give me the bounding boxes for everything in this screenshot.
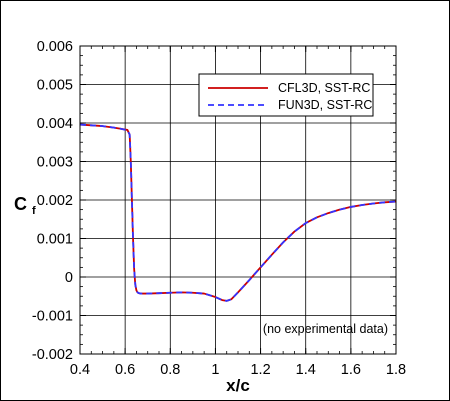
- y-tick-label: 0.003: [37, 155, 73, 171]
- y-axis-label: C f: [14, 194, 36, 217]
- y-tick-label: 0.005: [37, 78, 73, 94]
- x-tick-label: 0.8: [160, 362, 180, 378]
- x-tick-label: 1.8: [386, 362, 406, 378]
- legend: CFL3D, SST-RC FUN3D, SST-RC: [198, 73, 374, 117]
- x-tick-label: 1: [211, 362, 219, 378]
- legend-label-fun3d: FUN3D, SST-RC: [278, 98, 372, 112]
- x-tick-label: 1.4: [296, 362, 316, 378]
- y-tick-label: -0.002: [32, 347, 73, 363]
- data-series: [79, 123, 397, 302]
- y-tick-label: 0: [65, 270, 73, 286]
- x-tick-label: 0.4: [70, 362, 90, 378]
- series-line-fun3d: [79, 123, 397, 302]
- axis-ticks: [79, 45, 397, 355]
- tick-labels: 0.4 0.6 0.8 1 1.2 1.4 1.6 1.8 -0.002 -0.001 0 0.001…: [32, 39, 406, 378]
- y-axis-label-main: C: [14, 194, 27, 214]
- annotation-no-experimental-data: (no experimental data): [263, 322, 388, 336]
- y-tick-label: 0.006: [37, 39, 73, 55]
- y-tick-label: 0.004: [37, 116, 73, 132]
- x-tick-label: 0.6: [115, 362, 135, 378]
- legend-label-cfl3d: CFL3D, SST-RC: [278, 81, 370, 95]
- y-tick-label: -0.001: [32, 309, 73, 325]
- y-tick-label: 0.001: [37, 232, 73, 248]
- x-tick-label: 1.2: [250, 362, 270, 378]
- x-tick-label: 1.6: [341, 362, 361, 378]
- y-axis-label-subscript: f: [32, 205, 36, 217]
- x-axis-label: x/c: [226, 376, 250, 395]
- y-tick-label: 0.002: [37, 193, 73, 209]
- legend-box: [198, 73, 374, 117]
